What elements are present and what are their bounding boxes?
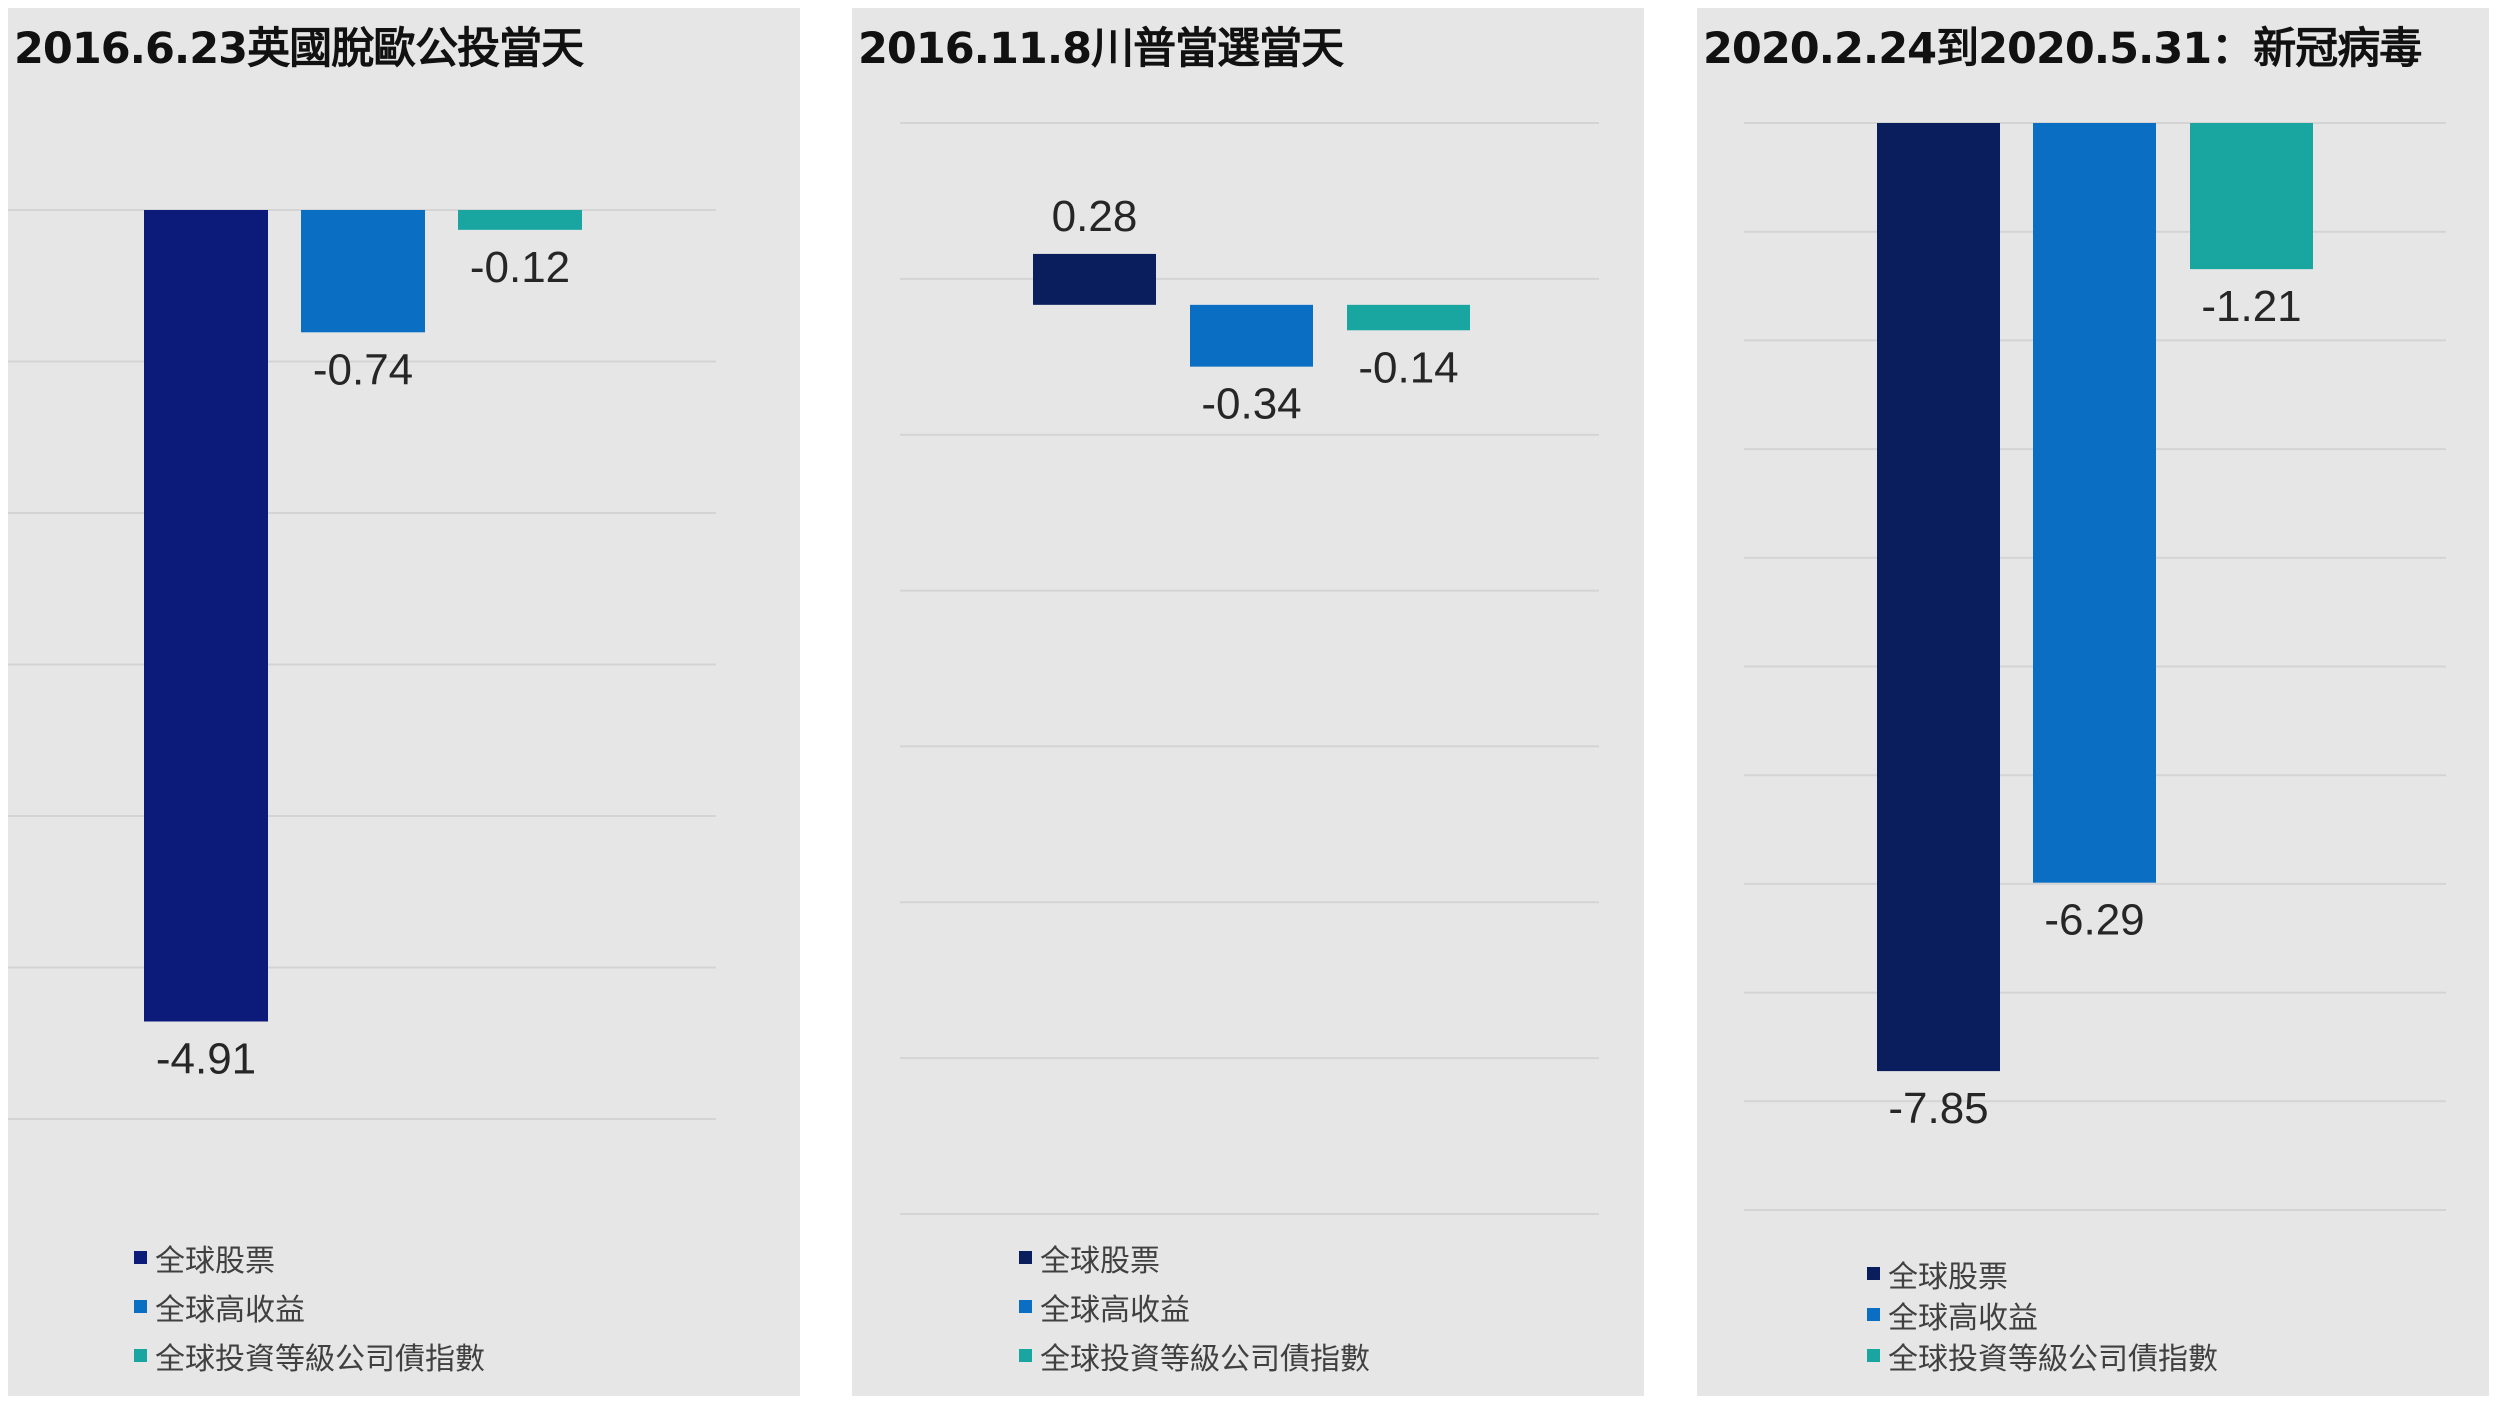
bar — [301, 210, 425, 333]
legend-item: 全球高收益 — [1867, 1294, 2218, 1336]
legend-item: 全球投資等級公司債指數 — [1867, 1335, 2218, 1377]
data-label: -0.74 — [313, 345, 413, 394]
bar — [1033, 253, 1156, 305]
chart-panel-covid: -7.85 -6.29 -1.21 2020.2.24到2020.5.31：新冠病毒… — [1697, 8, 2489, 1396]
data-label: -0.12 — [470, 243, 570, 292]
legend-swatch — [1019, 1349, 1032, 1362]
legend-label: 全球股票 — [1888, 1259, 2008, 1295]
legend-trump: 全球股票 全球高收益 全球投資等級公司債指數 — [1019, 1233, 1370, 1380]
legend-item: 全球高收益 — [134, 1282, 485, 1331]
chart-plot-trump: 0.28 -0.34 -0.14 — [900, 122, 1599, 1215]
data-label: -6.29 — [2044, 896, 2144, 945]
legend-label: 全球投資等級公司債指數 — [1040, 1341, 1370, 1377]
legend-label: 全球高收益 — [1040, 1292, 1190, 1328]
legend-swatch — [1867, 1308, 1880, 1321]
legend-item: 全球投資等級公司債指數 — [134, 1331, 485, 1380]
legend-item: 全球股票 — [134, 1233, 485, 1282]
bar — [2033, 123, 2156, 883]
legend-swatch — [134, 1251, 147, 1264]
legend-item: 全球高收益 — [1019, 1282, 1370, 1331]
bar — [1347, 304, 1470, 331]
legend-item: 全球投資等級公司債指數 — [1019, 1331, 1370, 1380]
chart-title-trump: 2016.11.8川普當選當天 — [858, 24, 1344, 74]
data-label: 0.28 — [1052, 192, 1138, 241]
legend-swatch — [134, 1300, 147, 1313]
chart-plot-covid: -7.85 -6.29 -1.21 — [1744, 122, 2446, 1211]
data-label: -7.85 — [1888, 1084, 1988, 1133]
legend-swatch — [134, 1349, 147, 1362]
legend-label: 全球投資等級公司債指數 — [1888, 1341, 2218, 1377]
legend-swatch — [1867, 1267, 1880, 1280]
legend-label: 全球投資等級公司債指數 — [155, 1341, 485, 1377]
bar — [458, 210, 582, 230]
bar — [2190, 123, 2313, 270]
legend-swatch — [1019, 1300, 1032, 1313]
chart-title-covid: 2020.2.24到2020.5.31：新冠病毒 — [1703, 24, 2422, 74]
legend-label: 全球高收益 — [155, 1292, 305, 1328]
bar — [144, 210, 268, 1022]
bar — [1877, 123, 2000, 1072]
chart-title-brexit: 2016.6.23英國脫歐公投當天 — [14, 24, 584, 74]
data-label: -0.14 — [1358, 343, 1458, 392]
legend-covid: 全球股票 全球高收益 全球投資等級公司債指數 — [1867, 1253, 2218, 1377]
chart-panel-brexit: -4.91 -0.74 -0.12 2016.6.23英國脫歐公投當天 全球股票 全… — [8, 8, 800, 1396]
legend-swatch — [1867, 1349, 1880, 1362]
legend-item: 全球股票 — [1867, 1253, 2218, 1295]
legend-brexit: 全球股票 全球高收益 全球投資等級公司債指數 — [134, 1233, 485, 1380]
data-label: -1.21 — [2201, 282, 2301, 331]
chart-plot-brexit: -4.91 -0.74 -0.12 — [8, 209, 716, 1120]
legend-label: 全球股票 — [155, 1243, 275, 1279]
legend-label: 全球股票 — [1040, 1243, 1160, 1279]
bar — [1190, 304, 1313, 367]
legend-swatch — [1019, 1251, 1032, 1264]
legend-item: 全球股票 — [1019, 1233, 1370, 1282]
chart-panel-trump: 0.28 -0.34 -0.14 2016.11.8川普當選當天 全球股票 全球高收… — [852, 8, 1644, 1396]
data-label: -4.91 — [156, 1034, 256, 1083]
legend-label: 全球高收益 — [1888, 1300, 2038, 1336]
data-label: -0.34 — [1201, 380, 1301, 429]
